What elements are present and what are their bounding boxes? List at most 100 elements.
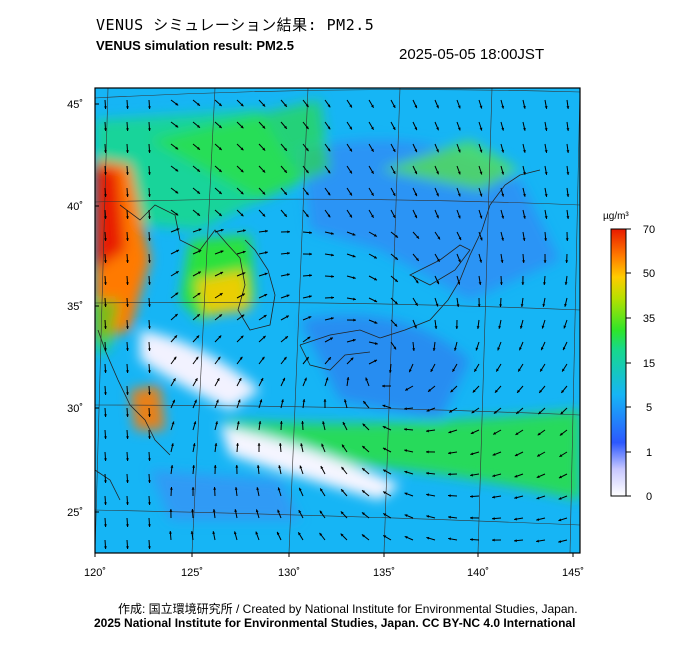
lon-label: 125˚ — [181, 567, 203, 579]
concentration-field — [95, 88, 580, 553]
wind-arrow — [434, 275, 440, 285]
wind-arrow — [214, 271, 224, 277]
wind-arrow — [559, 451, 568, 458]
wind-arrow — [104, 253, 107, 264]
wind-arrow — [258, 335, 266, 343]
wind-arrow — [104, 319, 107, 330]
wind-arrow — [368, 165, 375, 175]
wind-arrow — [412, 209, 418, 219]
wind-arrow — [434, 99, 439, 109]
wind-arrow — [192, 99, 201, 107]
wind-arrow — [324, 165, 331, 174]
wind-arrow — [170, 334, 178, 343]
wind-arrow — [514, 451, 524, 457]
wind-arrow — [236, 356, 243, 365]
wind-arrow — [412, 253, 420, 262]
wind-arrow — [472, 385, 480, 393]
wind-arrow — [214, 228, 224, 233]
wind-arrow — [302, 252, 313, 256]
wind-arrow — [192, 143, 201, 151]
wind-arrow — [126, 275, 129, 286]
wind-arrow — [346, 209, 353, 218]
colorbar-label: 5 — [646, 402, 652, 414]
wind-arrow — [324, 317, 334, 321]
wind-arrow — [104, 275, 107, 286]
wind-arrow — [478, 231, 483, 241]
wind-arrow — [192, 187, 201, 195]
wind-arrow — [522, 99, 526, 109]
wind-arrow — [518, 341, 524, 351]
wind-arrow — [280, 356, 287, 365]
wind-arrow — [302, 295, 312, 299]
wind-arrow — [522, 253, 525, 264]
wind-arrow — [324, 275, 335, 278]
wind-arrow — [258, 293, 268, 299]
wind-arrow — [563, 319, 568, 329]
wind-arrow — [192, 356, 199, 365]
wind-arrow — [408, 363, 414, 373]
lon-label: 145˚ — [562, 567, 584, 579]
colorbar-label: 35 — [643, 313, 655, 325]
wind-arrow — [302, 209, 309, 218]
wind-arrow — [500, 253, 504, 263]
wind-arrow — [500, 143, 505, 153]
wind-arrow — [346, 318, 357, 322]
wind-arrow — [434, 209, 439, 219]
wind-arrow — [324, 377, 329, 387]
wind-arrow — [170, 356, 177, 365]
wind-arrow — [566, 209, 570, 219]
wind-arrow — [104, 539, 107, 550]
wind-arrow — [561, 363, 568, 372]
wind-arrow — [214, 209, 223, 217]
wind-arrow — [148, 297, 151, 308]
wind-vectors — [104, 99, 570, 550]
wind-arrow — [340, 533, 348, 541]
wind-arrow — [302, 187, 309, 196]
wind-arrow — [302, 143, 309, 152]
wind-arrow — [126, 253, 129, 264]
wind-arrow — [382, 425, 392, 431]
wind-arrow — [214, 187, 223, 195]
wind-arrow — [478, 209, 483, 219]
wind-arrow — [148, 99, 151, 110]
wind-arrow — [104, 121, 107, 132]
wind-arrow — [148, 253, 151, 264]
wind-arrow — [276, 531, 282, 541]
wind-arrow — [515, 429, 524, 436]
wind-arrow — [390, 165, 396, 175]
wind-arrow — [148, 231, 151, 242]
wind-arrow — [454, 341, 458, 351]
wind-arrow — [170, 249, 180, 255]
wind-arrow — [212, 531, 216, 541]
wind-arrow — [235, 464, 239, 475]
wind-arrow — [434, 187, 439, 197]
wind-arrow — [412, 121, 418, 131]
wind-arrow — [538, 407, 546, 415]
wind-arrow — [346, 165, 353, 174]
wind-arrow — [324, 121, 331, 130]
wind-arrow — [500, 187, 505, 197]
wind-arrow — [432, 341, 436, 351]
wind-arrow — [302, 336, 311, 343]
wind-arrow — [478, 187, 483, 197]
wind-arrow — [560, 385, 568, 394]
wind-arrow — [148, 517, 151, 528]
wind-arrow — [558, 539, 568, 543]
wind-arrow — [426, 407, 436, 412]
wind-arrow — [169, 508, 173, 519]
wind-arrow — [236, 143, 244, 151]
wind-arrow — [404, 535, 414, 541]
wind-arrow — [324, 356, 332, 365]
wind-arrow — [368, 209, 375, 219]
wind-arrow — [236, 250, 246, 255]
wind-arrow — [566, 99, 570, 109]
wind-arrow — [522, 209, 526, 219]
wind-arrow — [169, 530, 172, 541]
wind-arrow — [340, 511, 348, 519]
wind-arrow — [476, 319, 480, 329]
wind-arrow — [298, 487, 304, 497]
wind-arrow — [280, 251, 291, 255]
lon-label: 140˚ — [467, 567, 489, 579]
wind-arrow — [500, 209, 505, 219]
wind-arrow — [280, 230, 291, 234]
